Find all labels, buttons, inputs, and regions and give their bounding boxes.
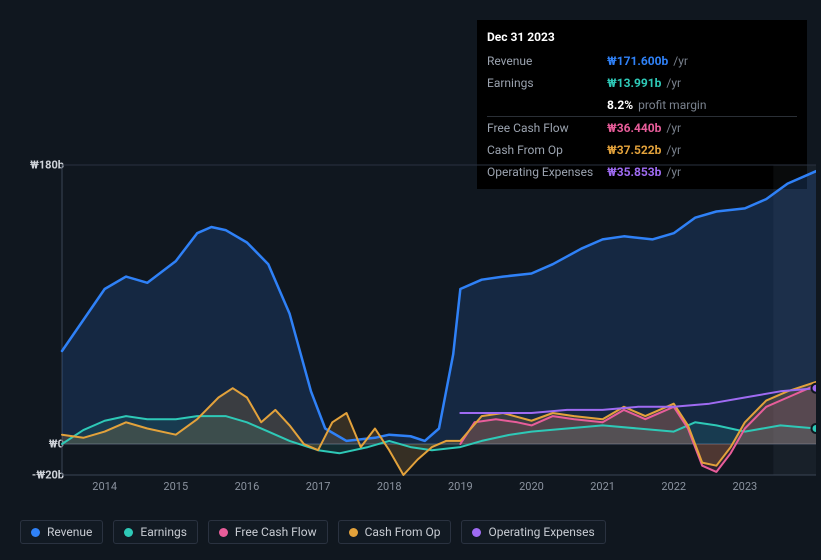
legend-label: Earnings (140, 525, 187, 539)
legend-item-opex[interactable]: Operating Expenses (461, 520, 605, 544)
tooltip-row-label (487, 94, 607, 117)
x-tick-label: 2015 (163, 480, 188, 493)
legend-item-fcf[interactable]: Free Cash Flow (208, 520, 328, 544)
tooltip-row: Free Cash Flow₩36.440b /yr (487, 117, 797, 140)
x-tick-label: 2020 (519, 480, 544, 493)
tooltip-row: Cash From Op₩37.522b /yr (487, 139, 797, 161)
legend-label: Free Cash Flow (235, 525, 317, 539)
tooltip-row-value: ₩36.440b /yr (607, 117, 797, 140)
chart-legend: Revenue Earnings Free Cash Flow Cash From O… (20, 520, 606, 544)
tooltip-row-label: Earnings (487, 72, 607, 94)
tooltip-row: Revenue₩171.600b /yr (487, 50, 797, 72)
tooltip-row-value: 8.2% profit margin (607, 94, 797, 117)
x-tick-label: 2021 (590, 480, 615, 493)
x-tick-label: 2018 (377, 480, 402, 493)
legend-dot-icon (219, 528, 228, 537)
legend-item-revenue[interactable]: Revenue (20, 520, 103, 544)
tooltip-row-label: Revenue (487, 50, 607, 72)
x-tick-label: 2016 (235, 480, 260, 493)
tooltip-row-value: ₩13.991b /yr (607, 72, 797, 94)
legend-label: Operating Expenses (488, 525, 594, 539)
legend-item-cfo[interactable]: Cash From Op (338, 520, 452, 544)
line-chart (16, 160, 816, 490)
x-tick-label: 2017 (306, 480, 331, 493)
tooltip-row-value: ₩171.600b /yr (607, 50, 797, 72)
legend-item-earnings[interactable]: Earnings (113, 520, 198, 544)
tooltip-row: 8.2% profit margin (487, 94, 797, 117)
chart-plot-area[interactable] (16, 160, 816, 490)
legend-dot-icon (124, 528, 133, 537)
x-tick-label: 2019 (448, 480, 473, 493)
x-tick-label: 2023 (732, 480, 757, 493)
tooltip-row-value: ₩37.522b /yr (607, 139, 797, 161)
x-axis-labels: 2014 2015 2016 2017 2018 2019 2020 2021 2022 2023 (16, 480, 816, 496)
legend-dot-icon (472, 528, 481, 537)
legend-dot-icon (31, 528, 40, 537)
x-tick-label: 2014 (92, 480, 117, 493)
legend-dot-icon (349, 528, 358, 537)
x-tick-label: 2022 (661, 480, 686, 493)
tooltip-row: Earnings₩13.991b /yr (487, 72, 797, 94)
chart-root: { "tooltip": { "date": "Dec 31 2023", "r… (0, 0, 821, 560)
tooltip-date: Dec 31 2023 (487, 28, 797, 46)
tooltip-row-label: Cash From Op (487, 139, 607, 161)
legend-label: Cash From Op (365, 525, 441, 539)
legend-label: Revenue (47, 525, 92, 539)
tooltip-row-label: Free Cash Flow (487, 117, 607, 140)
